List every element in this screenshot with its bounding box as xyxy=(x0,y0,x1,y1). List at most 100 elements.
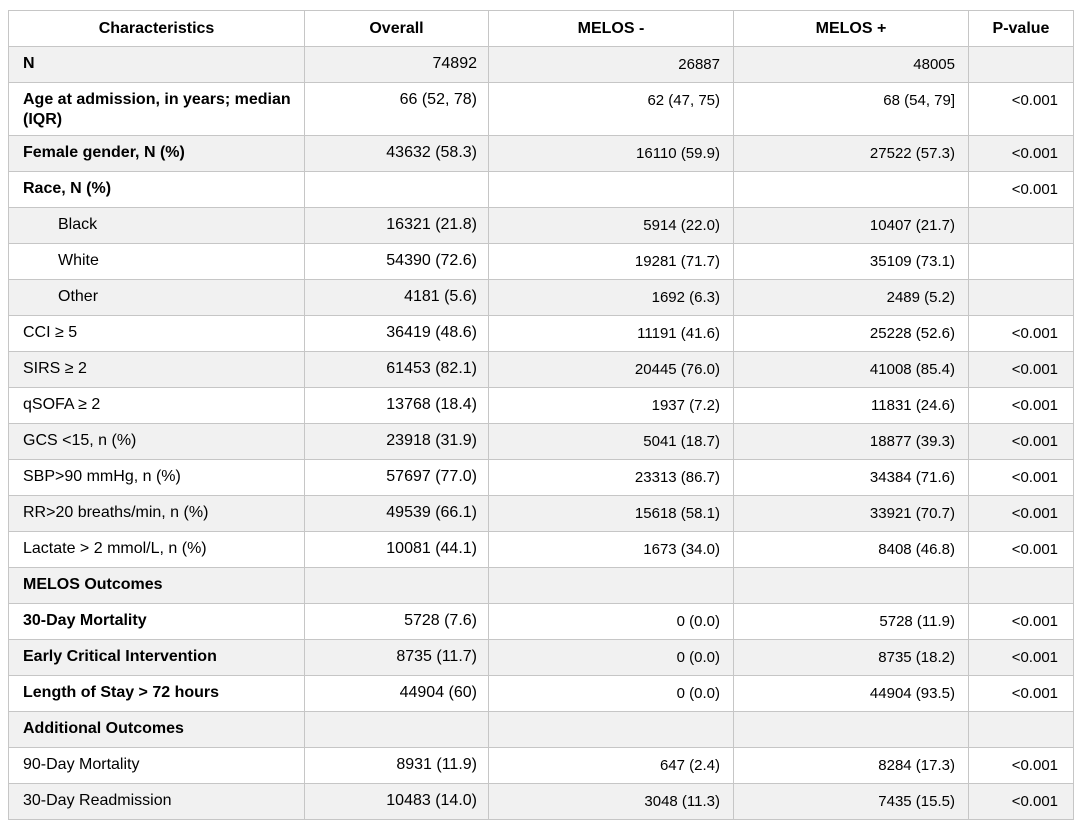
col-header-melos-negative: MELOS - xyxy=(488,10,734,47)
melos-positive-value-cell: 10407 (21.7) xyxy=(733,206,969,244)
melos-positive-value-cell: 8408 (46.8) xyxy=(733,530,969,568)
melos-negative-value-cell: 11191 (41.6) xyxy=(488,314,734,352)
melos-negative-value-cell: 0 (0.0) xyxy=(488,638,734,676)
melos-positive-value-cell: 18877 (39.3) xyxy=(733,422,969,460)
melos-positive-value-cell: 27522 (57.3) xyxy=(733,134,969,172)
melos-negative-value-cell: 647 (2.4) xyxy=(488,746,734,784)
col-header-overall: Overall xyxy=(304,10,489,47)
overall-value-cell: 74892 xyxy=(304,46,489,83)
melos-negative-value-cell: 62 (47, 75) xyxy=(488,82,734,136)
characteristic-label-cell: SIRS ≥ 2 xyxy=(8,350,305,388)
characteristic-label-cell: Race, N (%) xyxy=(8,170,305,208)
characteristic-label-cell: SBP>90 mmHg, n (%) xyxy=(8,458,305,496)
melos-positive-value-cell: 35109 (73.1) xyxy=(733,242,969,280)
melos-positive-value-cell: 25228 (52.6) xyxy=(733,314,969,352)
melos-positive-value-cell: 7435 (15.5) xyxy=(733,782,969,820)
p-value-cell: <0.001 xyxy=(968,134,1074,172)
melos-negative-value-cell: 3048 (11.3) xyxy=(488,782,734,820)
melos-negative-value-cell: 1937 (7.2) xyxy=(488,386,734,424)
melos-negative-value-cell: 5041 (18.7) xyxy=(488,422,734,460)
melos-positive-value-cell: 48005 xyxy=(733,46,969,83)
table-row: MELOS Outcomes xyxy=(8,566,1074,604)
overall-value-cell: 8931 (11.9) xyxy=(304,746,489,784)
characteristic-label-cell: Female gender, N (%) xyxy=(8,134,305,172)
p-value-cell xyxy=(968,242,1074,280)
melos-positive-value-cell xyxy=(733,710,969,748)
p-value-cell: <0.001 xyxy=(968,386,1074,424)
characteristic-label-cell: 30-Day Mortality xyxy=(8,602,305,640)
p-value-cell: <0.001 xyxy=(968,314,1074,352)
p-value-cell xyxy=(968,710,1074,748)
baseline-characteristics-table: Characteristics Overall MELOS - MELOS + … xyxy=(8,10,1074,820)
overall-value-cell xyxy=(304,710,489,748)
table-row: Female gender, N (%) 43632 (58.3) 16110 … xyxy=(8,134,1074,172)
melos-negative-value-cell: 26887 xyxy=(488,46,734,83)
melos-negative-value-cell: 23313 (86.7) xyxy=(488,458,734,496)
melos-positive-value-cell: 41008 (85.4) xyxy=(733,350,969,388)
overall-value-cell: 49539 (66.1) xyxy=(304,494,489,532)
overall-value-cell: 44904 (60) xyxy=(304,674,489,712)
p-value-cell: <0.001 xyxy=(968,350,1074,388)
table-row: Black 16321 (21.8) 5914 (22.0) 10407 (21… xyxy=(8,206,1074,244)
characteristic-label-cell: Additional Outcomes xyxy=(8,710,305,748)
p-value-cell xyxy=(968,206,1074,244)
table-row: Additional Outcomes xyxy=(8,710,1074,748)
col-header-characteristics: Characteristics xyxy=(8,10,305,47)
table-row: Length of Stay > 72 hours 44904 (60) 0 (… xyxy=(8,674,1074,712)
table-row: GCS <15, n (%) 23918 (31.9) 5041 (18.7) … xyxy=(8,422,1074,460)
characteristic-label-cell: CCI ≥ 5 xyxy=(8,314,305,352)
p-value-cell: <0.001 xyxy=(968,746,1074,784)
overall-value-cell: 54390 (72.6) xyxy=(304,242,489,280)
table-row: 90-Day Mortality 8931 (11.9) 647 (2.4) 8… xyxy=(8,746,1074,784)
melos-positive-value-cell: 8284 (17.3) xyxy=(733,746,969,784)
overall-value-cell: 61453 (82.1) xyxy=(304,350,489,388)
overall-value-cell: 13768 (18.4) xyxy=(304,386,489,424)
melos-negative-value-cell: 0 (0.0) xyxy=(488,602,734,640)
p-value-cell: <0.001 xyxy=(968,674,1074,712)
col-header-melos-positive: MELOS + xyxy=(733,10,969,47)
characteristic-label-cell: Age at admission, in years; median (IQR) xyxy=(8,82,305,136)
p-value-cell xyxy=(968,278,1074,316)
overall-value-cell: 16321 (21.8) xyxy=(304,206,489,244)
characteristic-label-cell: RR>20 breaths/min, n (%) xyxy=(8,494,305,532)
p-value-cell: <0.001 xyxy=(968,82,1074,136)
p-value-cell xyxy=(968,566,1074,604)
header-row: Characteristics Overall MELOS - MELOS + … xyxy=(8,10,1074,47)
melos-positive-value-cell: 68 (54, 79] xyxy=(733,82,969,136)
table-row: Other 4181 (5.6) 1692 (6.3) 2489 (5.2) xyxy=(8,278,1074,316)
melos-positive-value-cell xyxy=(733,170,969,208)
table-row: 30-Day Mortality 5728 (7.6) 0 (0.0) 5728… xyxy=(8,602,1074,640)
table-row: White 54390 (72.6) 19281 (71.7) 35109 (7… xyxy=(8,242,1074,280)
p-value-cell: <0.001 xyxy=(968,602,1074,640)
melos-negative-value-cell: 1673 (34.0) xyxy=(488,530,734,568)
p-value-cell: <0.001 xyxy=(968,170,1074,208)
characteristic-label-cell: 30-Day Readmission xyxy=(8,782,305,820)
table-row: SBP>90 mmHg, n (%) 57697 (77.0) 23313 (8… xyxy=(8,458,1074,496)
p-value-cell: <0.001 xyxy=(968,494,1074,532)
table-row: SIRS ≥ 2 61453 (82.1) 20445 (76.0) 41008… xyxy=(8,350,1074,388)
melos-negative-value-cell xyxy=(488,710,734,748)
p-value-cell: <0.001 xyxy=(968,422,1074,460)
melos-negative-value-cell: 0 (0.0) xyxy=(488,674,734,712)
table-row: Early Critical Intervention 8735 (11.7) … xyxy=(8,638,1074,676)
overall-value-cell: 8735 (11.7) xyxy=(304,638,489,676)
melos-negative-value-cell: 5914 (22.0) xyxy=(488,206,734,244)
characteristic-label-cell: White xyxy=(8,242,305,280)
melos-positive-value-cell: 8735 (18.2) xyxy=(733,638,969,676)
table-row: qSOFA ≥ 2 13768 (18.4) 1937 (7.2) 11831 … xyxy=(8,386,1074,424)
melos-negative-value-cell: 20445 (76.0) xyxy=(488,350,734,388)
characteristic-label-cell: Early Critical Intervention xyxy=(8,638,305,676)
characteristic-label-cell: Lactate > 2 mmol/L, n (%) xyxy=(8,530,305,568)
overall-value-cell: 36419 (48.6) xyxy=(304,314,489,352)
table-row: Lactate > 2 mmol/L, n (%) 10081 (44.1) 1… xyxy=(8,530,1074,568)
melos-negative-value-cell: 16110 (59.9) xyxy=(488,134,734,172)
characteristic-label-cell: GCS <15, n (%) xyxy=(8,422,305,460)
melos-positive-value-cell: 5728 (11.9) xyxy=(733,602,969,640)
overall-value-cell: 23918 (31.9) xyxy=(304,422,489,460)
melos-negative-value-cell: 15618 (58.1) xyxy=(488,494,734,532)
col-header-p-value: P-value xyxy=(968,10,1074,47)
characteristic-label-cell: MELOS Outcomes xyxy=(8,566,305,604)
table-row: 30-Day Readmission 10483 (14.0) 3048 (11… xyxy=(8,782,1074,820)
melos-positive-value-cell: 11831 (24.6) xyxy=(733,386,969,424)
table-row: N 74892 26887 48005 xyxy=(8,46,1074,83)
